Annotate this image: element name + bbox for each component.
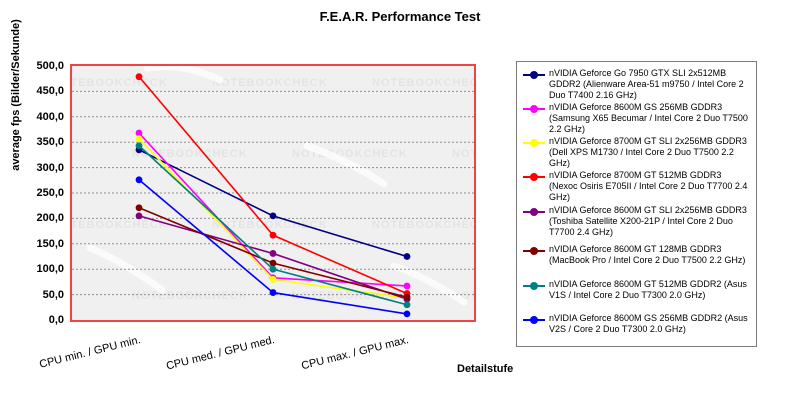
watermark-text: NOTEBOOKCHECK [372, 219, 474, 231]
legend-label: nVIDIA Geforce 8700M GT SLI 2x256MB GDDR… [549, 136, 747, 169]
legend-marker-icon [523, 207, 545, 217]
watermark-swoosh [390, 262, 468, 306]
legend-label: nVIDIA Geforce 8600M GS 256MB GDDR2 (Asu… [549, 312, 748, 334]
legend-marker-dot [530, 315, 538, 324]
legend-marker-dot [530, 70, 538, 79]
data-point [269, 259, 277, 267]
watermark-swoosh [86, 244, 166, 294]
data-point [403, 301, 411, 309]
series-7 [135, 176, 411, 318]
watermark-text: NOTEBOOKCHECK [292, 290, 408, 302]
legend-marker-dot [530, 173, 538, 182]
legend-marker-icon [523, 104, 545, 114]
x-tick-cpu-med: CPU med. / GPU med. [165, 334, 276, 373]
legend-item-5: nVIDIA Geforce 8600M GT 128MB GDDR3 (Mac… [521, 238, 752, 272]
legend-marker-dot [530, 139, 538, 148]
x-tick-cpu-min: CPU min. / GPU min. [38, 334, 142, 371]
data-point [403, 282, 411, 290]
legend-entry: nVIDIA Geforce 8600M GT SLI 2x256MB GDDR… [521, 205, 752, 238]
legend-entry: nVIDIA Geforce 8600M GS 256MB GDDR2 (Asu… [521, 313, 752, 335]
data-point [135, 176, 143, 184]
legend: nVIDIA Geforce Go 7950 GTX SLI 2x512MB G… [516, 61, 757, 347]
legend-label: nVIDIA Geforce 8600M GT SLI 2x256MB GDDR… [549, 204, 747, 237]
watermark-text: NOTEBOOKCHECK [212, 77, 328, 89]
watermark-text: NOTEBOOKCHECK [372, 77, 474, 89]
legend-label: nVIDIA Geforce 8600M GS 256MB GDDR3 (Sam… [549, 101, 748, 134]
legend-item-7: nVIDIA Geforce 8600M GS 256MB GDDR2 (Asu… [521, 307, 752, 341]
legend-entry: nVIDIA Geforce 8600M GS 256MB GDDR3 (Sam… [521, 102, 752, 135]
y-tick-label: 500,0 [36, 60, 64, 72]
legend-marker-dot [530, 104, 538, 113]
data-point [135, 204, 143, 212]
legend-marker-dot [530, 281, 538, 290]
legend-label: nVIDIA Geforce Go 7950 GTX SLI 2x512MB G… [549, 67, 744, 100]
legend-entry: nVIDIA Geforce 8700M GT 512MB GDDR3 (Nex… [521, 170, 752, 203]
data-point [269, 250, 277, 257]
legend-marker-icon [523, 172, 545, 182]
legend-item-3: nVIDIA Geforce 8700M GT 512MB GDDR3 (Nex… [521, 170, 752, 204]
legend-marker-dot [530, 247, 538, 256]
y-tick-label: 100,0 [36, 263, 64, 276]
legend-label: nVIDIA Geforce 8600M GT 512MB GDDR2 (Asu… [549, 278, 747, 300]
data-point [269, 275, 277, 283]
data-point [269, 289, 277, 296]
y-tick-label: 250,0 [36, 187, 64, 199]
data-point [135, 142, 143, 150]
watermark-swoosh [303, 142, 388, 188]
legend-item-6: nVIDIA Geforce 8600M GT 512MB GDDR2 (Asu… [521, 273, 752, 307]
data-point [269, 212, 277, 220]
watermark-text: NOTEBOOKCHECK [72, 219, 168, 231]
series-5 [135, 204, 411, 301]
watermark-swoosh [143, 66, 224, 84]
data-point [269, 231, 277, 239]
y-tick-label: 150,0 [36, 237, 64, 250]
legend-entry: nVIDIA Geforce 8600M GT 128MB GDDR3 (Mac… [521, 244, 752, 266]
data-point [403, 293, 411, 301]
legend-label: nVIDIA Geforce 8600M GT 128MB GDDR3 (Mac… [549, 244, 746, 266]
y-tick-label: 300,0 [36, 161, 64, 174]
data-point [135, 212, 143, 220]
legend-item-0: nVIDIA Geforce Go 7950 GTX SLI 2x512MB G… [521, 67, 752, 101]
plot-svg: NOTEBOOKCHECK NOTEBOOKCHECK NOTEBOOKCHECK N… [72, 66, 474, 318]
y-tick-label: 350,0 [36, 136, 64, 149]
series-6 [135, 142, 411, 309]
legend-entry: nVIDIA Geforce Go 7950 GTX SLI 2x512MB G… [521, 68, 752, 101]
legend-marker-icon [523, 281, 545, 291]
y-tick-label: 450,0 [36, 85, 64, 98]
x-tick-cpu-max: CPU max. / GPU max. [300, 334, 410, 373]
watermark-text: NOTEBOOKCHECK [212, 219, 328, 231]
legend-item-4: nVIDIA Geforce 8600M GT SLI 2x256MB GDDR… [521, 204, 752, 238]
watermark-text: NOTEBOOKCHECK [72, 77, 168, 89]
legend-marker-dot [530, 207, 538, 216]
plot-area: NOTEBOOKCHECK NOTEBOOKCHECK NOTEBOOKCHECK N… [70, 64, 476, 322]
y-tick-label: 50,0 [42, 288, 64, 301]
legend-item-1: nVIDIA Geforce 8600M GS 256MB GDDR3 (Sam… [521, 101, 752, 135]
legend-marker-icon [523, 70, 545, 80]
data-point [135, 73, 143, 81]
series-line [138, 149, 408, 258]
data-point [135, 129, 143, 137]
y-tick-label: 200,0 [36, 212, 64, 225]
y-tick-label: 0,0 [48, 314, 64, 326]
y-tick-label: 400,0 [36, 110, 64, 123]
chart-title: F.E.A.R. Performance Test [319, 9, 481, 24]
x-axis-title: Detailstufe [457, 363, 514, 375]
legend-marker-icon [523, 315, 545, 325]
data-point [269, 265, 277, 273]
legend-marker-icon [523, 246, 545, 256]
series-0 [135, 146, 411, 260]
legend-entry: nVIDIA Geforce 8700M GT SLI 2x256MB GDDR… [521, 136, 752, 169]
data-point [403, 253, 411, 260]
legend-label: nVIDIA Geforce 8700M GT 512MB GDDR3 (Nex… [549, 170, 748, 203]
legend-marker-icon [523, 138, 545, 148]
legend-item-2: nVIDIA Geforce 8700M GT SLI 2x256MB GDDR… [521, 136, 752, 170]
watermark-text: NOTEBOOKCHECK [452, 148, 474, 160]
data-point [403, 310, 411, 318]
watermark-text: NOTEBOOKCHECK [132, 290, 248, 302]
data-point [135, 135, 143, 143]
legend-entry: nVIDIA Geforce 8600M GT 512MB GDDR2 (Asu… [521, 279, 752, 301]
